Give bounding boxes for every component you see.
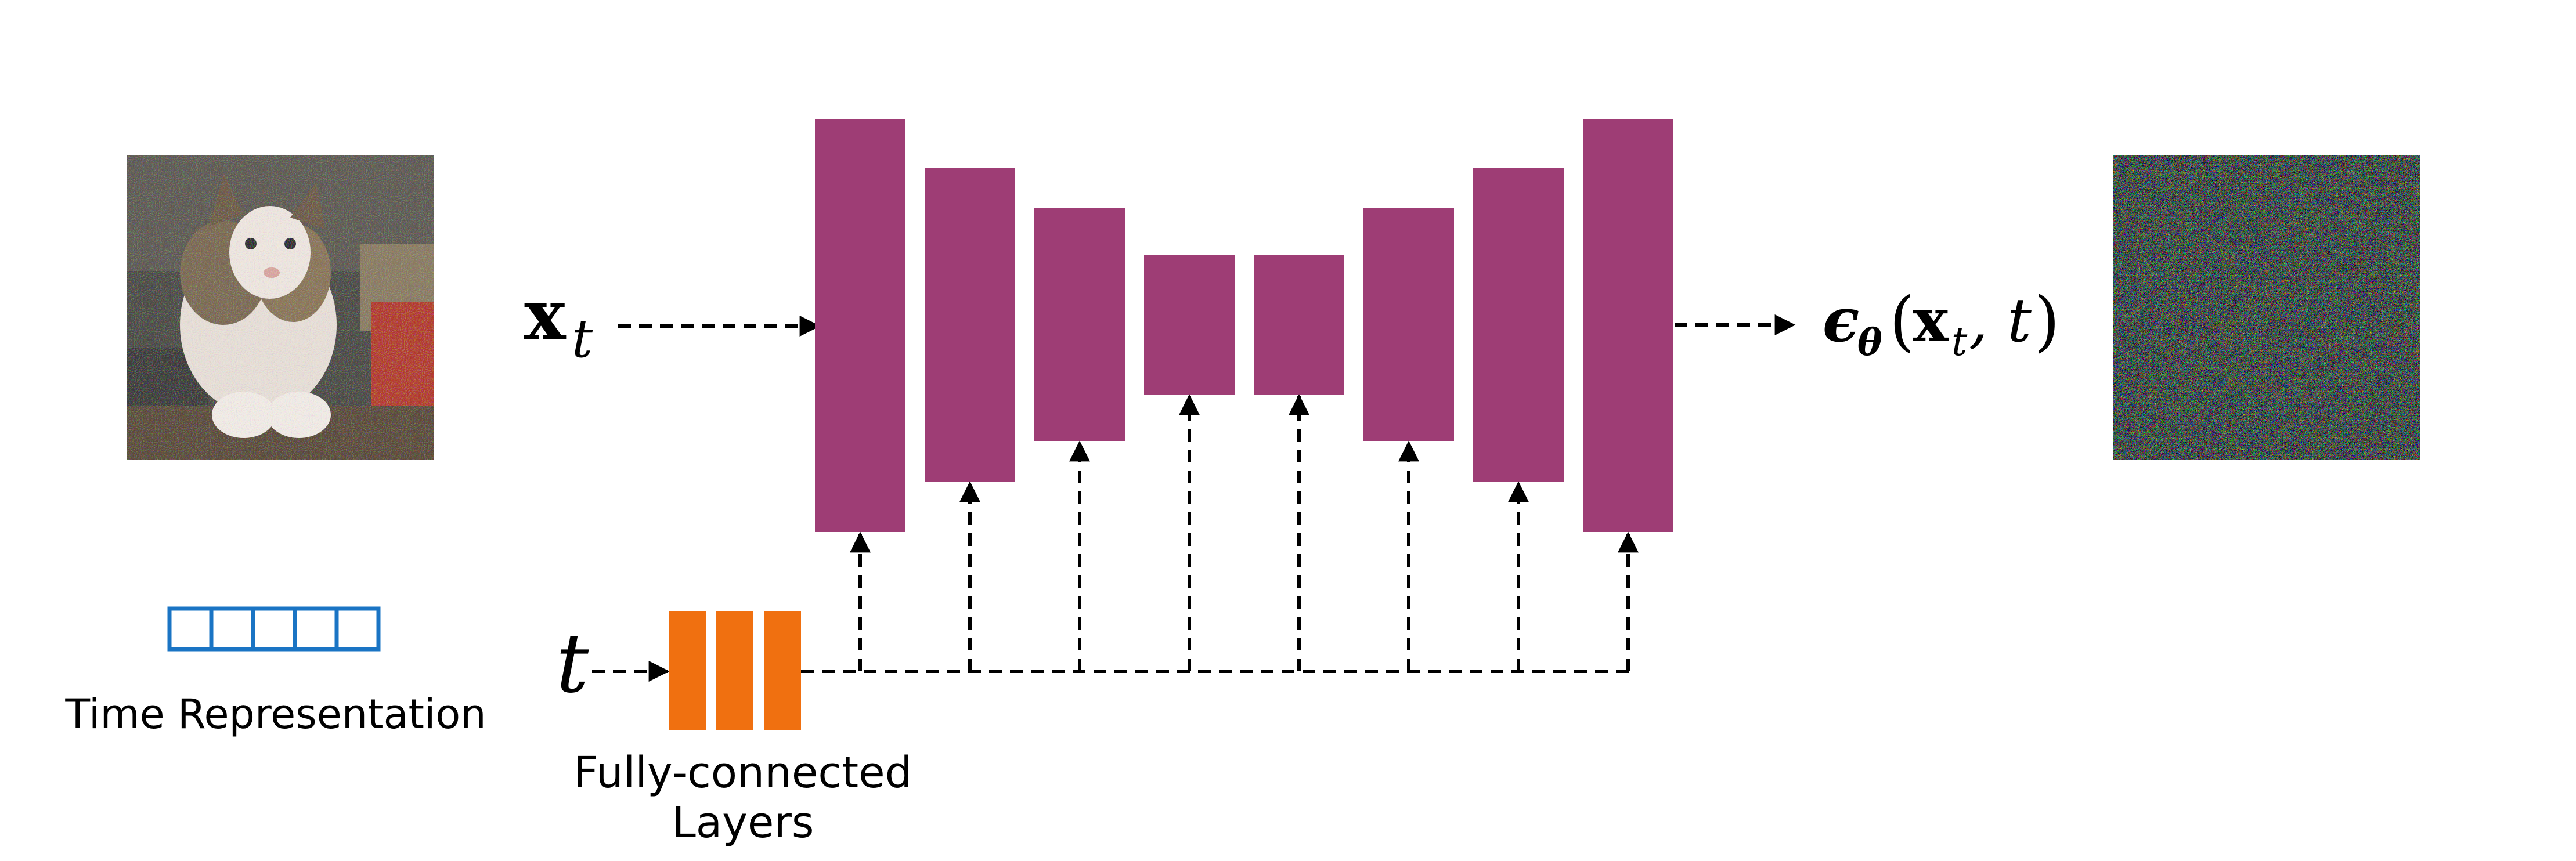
time-embedding-arrows	[850, 394, 1639, 671]
input-symbol-x: x	[524, 274, 567, 356]
time-representation-label: Time Representation	[64, 690, 486, 738]
output-paren-close: )	[2034, 284, 2060, 359]
time-vector-cell-2	[209, 606, 255, 652]
output-paren-open: (	[1889, 284, 1915, 359]
fully-connected-layers	[669, 611, 801, 730]
fc-layer-1	[669, 611, 706, 730]
unet-block-8	[1583, 119, 1673, 532]
fc-layer-3	[764, 611, 801, 730]
unet-block-2	[925, 168, 1015, 482]
output-x: x	[1913, 284, 1949, 356]
unet-block-3	[1034, 208, 1125, 441]
time-symbol: t	[556, 617, 589, 711]
noisy-cat-image	[127, 155, 434, 460]
unet-block-1	[815, 119, 905, 532]
predicted-noise-image	[2113, 155, 2420, 460]
time-vector-cell-3	[251, 606, 297, 652]
fc-label-line2: Layers	[672, 798, 814, 848]
unet-block-7	[1473, 168, 1564, 482]
output-comma-t: , t	[1969, 285, 2032, 356]
unet-block-4	[1144, 255, 1235, 395]
input-symbol: x t	[524, 274, 593, 370]
output-theta-subscript: θ	[1857, 321, 1882, 364]
fc-layer-2	[716, 611, 753, 730]
output-x-subscript: t	[1951, 319, 1968, 365]
time-vector-cell-5	[334, 606, 381, 652]
time-vector-cell-4	[293, 606, 339, 652]
input-symbol-subscript: t	[572, 309, 593, 370]
unet-block-6	[1363, 208, 1454, 441]
time-vector-cell-1	[167, 606, 214, 652]
time-representation-vector	[167, 606, 381, 652]
output-symbol: ϵ θ ( x t , t )	[1823, 284, 2060, 365]
unet-block-5	[1254, 255, 1344, 395]
output-epsilon: ϵ	[1823, 284, 1859, 356]
unet	[815, 119, 1673, 532]
fc-label-line1: Fully-connected	[573, 748, 912, 798]
